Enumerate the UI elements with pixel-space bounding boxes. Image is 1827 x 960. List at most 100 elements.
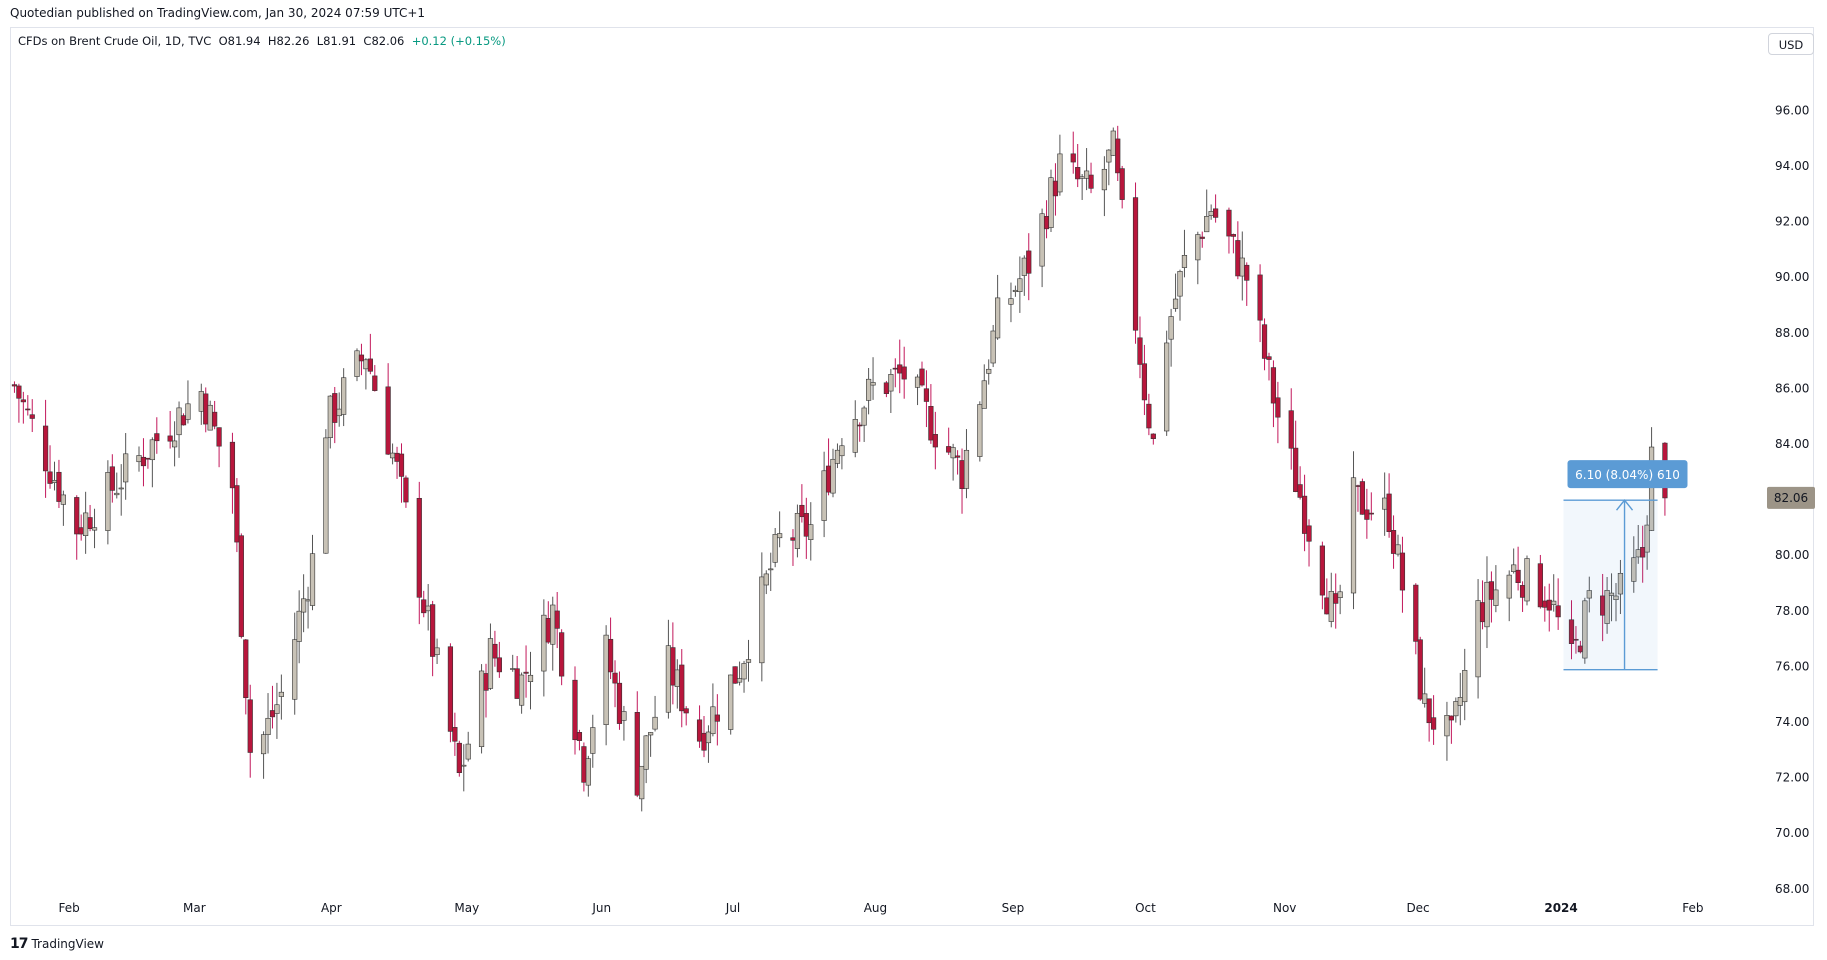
candle-body-125 [790, 537, 796, 541]
candle-body-246 [1542, 600, 1548, 608]
candle-body-57 [363, 359, 369, 370]
candle-body-97 [612, 672, 618, 684]
candle-body-152 [954, 455, 961, 458]
candle-body-178 [1115, 138, 1121, 174]
candle-body-192 [1204, 216, 1210, 233]
candle-body-33 [212, 411, 218, 427]
symbol-name: CFDs on Brent Crude Oil, 1D, TVC [18, 34, 212, 48]
candle-body-204 [1275, 397, 1281, 418]
candle-body-88 [554, 610, 560, 629]
candle-body-16 [109, 466, 115, 491]
candle-body-127 [799, 504, 805, 518]
candle-body-139 [870, 382, 876, 386]
candle-body-94 [590, 727, 596, 754]
candle-body-132 [830, 458, 836, 494]
candle-body-63 [398, 453, 405, 477]
candle-body-144 [901, 366, 907, 380]
candle-body-84 [527, 674, 534, 682]
y-tick-label-6: 84.00 [1775, 437, 1809, 451]
candle-body-198 [1239, 257, 1245, 277]
candle-body-170 [1070, 153, 1076, 163]
candle-body-232 [1453, 701, 1459, 717]
candle-body-52 [332, 393, 338, 423]
candle-body-74 [465, 743, 471, 760]
candle-body-40 [260, 734, 267, 755]
candle-body-235 [1475, 600, 1481, 678]
candle-body-71 [452, 727, 458, 742]
candle-body-82 [519, 674, 525, 706]
candle-body-197 [1235, 240, 1241, 277]
candle-body-48 [305, 599, 311, 602]
candle-body-228 [1426, 698, 1432, 724]
candle-body-250 [1568, 619, 1575, 644]
candle-body-155 [977, 404, 983, 457]
published-caption: Quotedian published on TradingView.com, … [10, 6, 426, 20]
candle-body-162 [1017, 278, 1023, 293]
candle-body-196 [1230, 234, 1236, 237]
candle-body-60 [385, 386, 391, 455]
candle-body-212 [1328, 591, 1334, 622]
candle-body-180 [1132, 197, 1139, 331]
candle-body-201 [1261, 324, 1268, 359]
candle-body-56 [358, 354, 365, 362]
candle-body-221 [1386, 493, 1392, 532]
candle-body-151 [950, 447, 956, 459]
candle-body-68 [430, 604, 436, 657]
candle-body-15 [105, 472, 111, 531]
candle-body-122 [768, 568, 774, 571]
y-tick-label-5: 86.00 [1775, 381, 1809, 395]
candle-body-65 [416, 497, 422, 598]
candle-body-72 [456, 742, 462, 773]
candle-body-7 [51, 480, 58, 483]
low-value: L81.91 [316, 34, 357, 48]
candle-body-154 [963, 449, 970, 489]
candle-body-159 [995, 297, 1001, 339]
currency-button[interactable]: USD [1768, 33, 1814, 55]
candle-body-4 [29, 414, 35, 419]
candle-body-128 [803, 513, 809, 537]
close-value: C82.06 [363, 34, 405, 48]
candle-body-158 [990, 330, 996, 364]
candle-body-77 [487, 638, 494, 689]
candle-body-19 [123, 453, 129, 483]
candle-body-145 [914, 376, 921, 388]
x-tick-label-4: Jun [591, 901, 611, 915]
candle-body-123 [772, 534, 778, 563]
symbol-legend: CFDs on Brent Crude Oil, 1D, TVC O81.94 … [18, 34, 506, 48]
candle-body-203 [1270, 367, 1277, 404]
candle-body-172 [1079, 176, 1085, 179]
candle-body-224 [1399, 552, 1406, 591]
candle-body-100 [634, 712, 640, 796]
candle-body-120 [759, 576, 765, 664]
candle-body-2 [20, 399, 26, 403]
candle-body-118 [741, 663, 747, 680]
candle-body-115 [728, 674, 734, 730]
candle-body-227 [1422, 693, 1428, 704]
candle-body-83 [523, 671, 529, 674]
candle-body-106 [670, 647, 676, 686]
candle-body-188 [1177, 271, 1183, 297]
candle-body-242 [1515, 569, 1521, 583]
candle-body-243 [1519, 585, 1526, 598]
candle-body-73 [461, 764, 467, 767]
candle-body-99 [621, 711, 627, 721]
candle-body-254 [1586, 590, 1592, 599]
candle-body-45 [292, 639, 298, 700]
x-tick-label-2: Apr [321, 901, 342, 915]
candle-body-264 [1648, 446, 1655, 531]
candle-body-117 [736, 678, 743, 683]
candle-body-130 [821, 470, 827, 521]
x-tick-label-0: Feb [58, 901, 79, 915]
candle-body-75 [478, 670, 485, 747]
candle-body-5 [42, 425, 49, 472]
candle-body-114 [714, 714, 720, 722]
candle-body-148 [928, 405, 934, 441]
candle-body-160 [1008, 298, 1014, 305]
candle-body-54 [341, 377, 347, 415]
candle-body-259 [1617, 573, 1624, 595]
candle-body-177 [1110, 130, 1116, 156]
candle-body-85 [541, 614, 547, 672]
x-tick-label-1: Mar [183, 901, 206, 915]
candle-body-87 [550, 604, 556, 645]
